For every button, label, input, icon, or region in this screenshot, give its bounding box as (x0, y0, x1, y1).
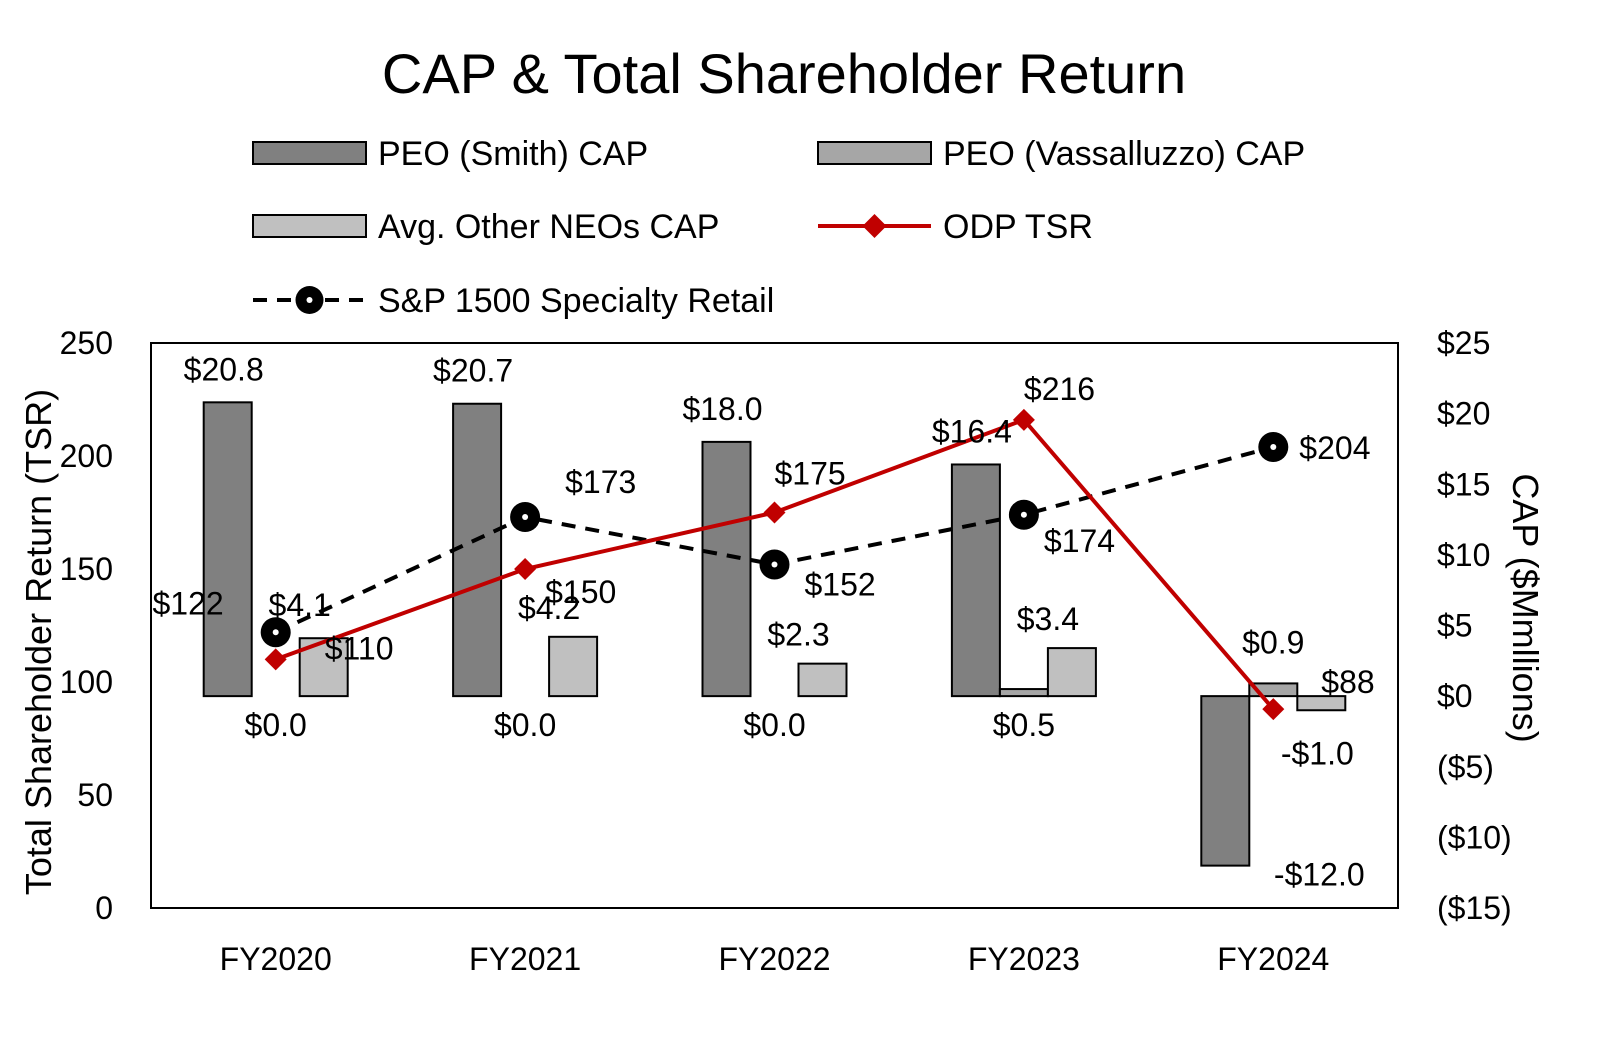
bar-peo-smith-cap-fy2023 (950, 463, 1001, 698)
data-label-sp1500-fy2022: $152 (805, 566, 876, 602)
left-axis-ticks: 0 50 100 150 200 250 (60, 325, 113, 926)
data-label-other-neos-cap-fy2022: $2.3 (767, 617, 829, 653)
data-label-vassalluzzo-cap-fy2021: $0.0 (494, 707, 556, 743)
data-label-odp-tsr-fy2021: $150 (545, 574, 616, 610)
data-label-other-neos-cap-fy2023: $3.4 (1017, 601, 1079, 637)
data-label-smith-cap-fy2021: $20.7 (433, 353, 513, 389)
legend-item-smith-cap: PEO (Smith) CAP (252, 135, 648, 173)
bar-avg-other-neos-cap-fy2023 (1046, 647, 1097, 698)
legend-item-other-neos-cap: Avg. Other NEOs CAP (252, 208, 719, 246)
data-label-vassalluzzo-cap-fy2024: $0.9 (1242, 624, 1304, 660)
x-axis-ticks: FY2020 FY2021 FY2022 FY2023 FY2024 (220, 941, 1330, 977)
marker-sp1500-center-fy2023 (1020, 511, 1027, 518)
data-label-smith-cap-fy2022: $18.0 (682, 391, 762, 427)
plot-area (150, 342, 1399, 909)
right-tick-label: $25 (1437, 325, 1490, 361)
right-axis-ticks: $25 $20 $15 $10 $5 $0 ($5) ($10) ($15) (1437, 325, 1512, 926)
right-tick-label: ($5) (1437, 749, 1494, 785)
data-label-sp1500-fy2024: $204 (1299, 430, 1370, 466)
left-tick-label: 200 (60, 438, 113, 474)
legend-label-smith-cap: PEO (Smith) CAP (378, 135, 648, 173)
right-tick-label: $10 (1437, 537, 1490, 573)
data-label-smith-cap-fy2020: $20.8 (184, 351, 264, 387)
x-tick-label-fy2022: FY2022 (718, 941, 830, 977)
legend-label-vassalluzzo-cap: PEO (Vassalluzzo) CAP (943, 135, 1305, 173)
marker-odp-tsr-fy2022 (763, 501, 786, 524)
right-tick-label: ($15) (1437, 890, 1512, 926)
legend-label-sp1500: S&P 1500 Specialty Retail (378, 282, 774, 320)
data-labels-group: $20.8 $20.7 $18.0 $16.4 -$12.0 $0.0 $0.0 $0.0 $0… (153, 351, 1375, 892)
left-tick-label: 250 (60, 325, 113, 361)
bar-avg-other-neos-cap-fy2021 (548, 635, 599, 698)
legend-swatch-smith-cap (252, 141, 367, 165)
right-tick-label: $20 (1437, 396, 1490, 432)
bar-avg-other-neos-cap-fy2022 (797, 662, 848, 698)
left-tick-label: 100 (60, 664, 113, 700)
right-tick-label: $5 (1437, 608, 1473, 644)
data-label-odp-tsr-fy2024: $88 (1321, 664, 1374, 700)
data-label-other-neos-cap-fy2021: $4.2 (518, 590, 580, 626)
data-label-vassalluzzo-cap-fy2022: $0.0 (743, 707, 805, 743)
bar-peo-smith-cap-fy2024 (1200, 695, 1251, 867)
legend-item-vassalluzzo-cap: PEO (Vassalluzzo) CAP (817, 135, 1305, 173)
left-tick-label: 150 (60, 551, 113, 587)
left-axis-title: Total Shareholder Return (TSR) (18, 389, 59, 895)
chart-title: CAP & Total Shareholder Return (382, 42, 1186, 105)
bar-peo-smith-cap-fy2020 (202, 401, 253, 698)
marker-sp1500-center-fy2024 (1270, 443, 1277, 450)
marker-sp1500-center-fy2020 (272, 629, 279, 636)
legend-label-odp-tsr: ODP TSR (943, 208, 1093, 246)
data-label-other-neos-cap-fy2020: $4.1 (269, 587, 331, 623)
marker-odp-tsr-fy2021 (514, 558, 537, 580)
legend: PEO (Smith) CAP PEO (Vassalluzzo) CAP Av… (252, 135, 1305, 320)
right-tick-label: $15 (1437, 466, 1490, 502)
bar-peo-vassalluzzo-cap-fy2023 (998, 688, 1049, 698)
right-tick-label: ($10) (1437, 819, 1512, 855)
legend-marker-sp1500-center (306, 297, 313, 303)
bar-peo-smith-cap-fy2021 (452, 402, 503, 698)
data-label-odp-tsr-fy2023: $216 (1024, 371, 1095, 407)
right-axis-title: CAP ($Mmllions) (1505, 473, 1546, 742)
x-tick-label-fy2021: FY2021 (469, 941, 581, 977)
data-label-other-neos-cap-fy2024: -$1.0 (1281, 735, 1354, 771)
data-label-sp1500-fy2021: $173 (565, 464, 636, 500)
right-tick-label: $0 (1437, 678, 1473, 714)
legend-marker-odp-tsr (862, 214, 887, 238)
data-label-odp-tsr-fy2020: $110 (325, 630, 394, 666)
marker-sp1500-center-fy2021 (522, 514, 529, 521)
bar-series-group (202, 401, 1347, 867)
data-label-vassalluzzo-cap-fy2023: $0.5 (993, 707, 1055, 743)
legend-swatch-vassalluzzo-cap (817, 141, 932, 165)
bar-avg-other-neos-cap-fy2024 (1296, 695, 1347, 712)
legend-item-sp1500: S&P 1500 Specialty Retail (253, 282, 774, 320)
marker-sp1500-center-fy2022 (771, 561, 778, 568)
data-label-odp-tsr-fy2022: $175 (775, 456, 846, 492)
line-series-group (260, 408, 1289, 721)
marker-odp-tsr-fy2020 (264, 648, 287, 671)
left-tick-label: 0 (95, 890, 113, 926)
data-label-smith-cap-fy2023: $16.4 (932, 413, 1012, 449)
x-tick-label-fy2023: FY2023 (968, 941, 1080, 977)
data-label-smith-cap-fy2024: -$12.0 (1274, 857, 1365, 893)
legend-label-other-neos-cap: Avg. Other NEOs CAP (378, 208, 719, 246)
legend-swatch-other-neos-cap (252, 214, 367, 238)
bar-peo-smith-cap-fy2022 (701, 440, 752, 698)
marker-odp-tsr-fy2024 (1262, 698, 1285, 721)
left-tick-label: 50 (77, 777, 113, 813)
data-label-sp1500-fy2020: $122 (153, 585, 224, 621)
marker-odp-tsr-fy2023 (1012, 408, 1035, 431)
x-tick-label-fy2024: FY2024 (1217, 941, 1329, 977)
data-label-vassalluzzo-cap-fy2020: $0.0 (245, 707, 307, 743)
legend-item-odp-tsr: ODP TSR (818, 208, 1093, 246)
x-tick-label-fy2020: FY2020 (220, 941, 332, 977)
data-label-sp1500-fy2023: $174 (1044, 523, 1115, 559)
